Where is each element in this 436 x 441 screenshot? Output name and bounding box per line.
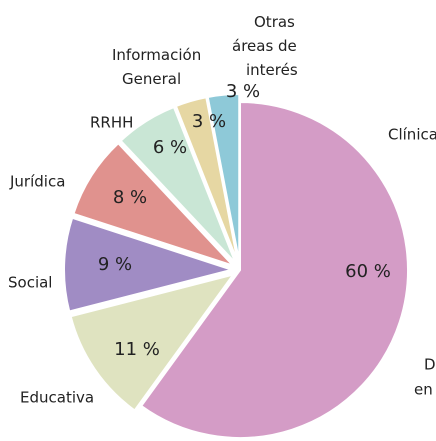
pie-slice bbox=[119, 105, 237, 264]
pie-slice bbox=[72, 141, 234, 267]
category-label: Información General bbox=[112, 46, 206, 88]
annotation: D bbox=[424, 356, 436, 374]
category-label: Clínica bbox=[388, 126, 436, 144]
value-label: 11 % bbox=[114, 339, 160, 360]
value-label: 60 % bbox=[345, 261, 391, 282]
pie-slice bbox=[174, 96, 239, 263]
category-label: Otras áreas de interés bbox=[232, 13, 302, 79]
pie-slice bbox=[63, 216, 236, 313]
category-label: Educativa bbox=[20, 389, 94, 407]
value-label: 3 % bbox=[226, 81, 260, 102]
category-label: RRHH bbox=[90, 114, 133, 132]
pie-slice bbox=[139, 100, 409, 439]
category-label: Jurídica bbox=[9, 173, 65, 191]
annotation: en bbox=[414, 381, 433, 399]
value-label: 6 % bbox=[153, 137, 187, 158]
value-label: 9 % bbox=[98, 254, 132, 275]
category-label: Social bbox=[8, 274, 52, 292]
pie-slice bbox=[206, 93, 241, 263]
pie-slice bbox=[69, 272, 236, 412]
value-label: 3 % bbox=[192, 111, 226, 132]
value-label: 8 % bbox=[113, 187, 147, 208]
